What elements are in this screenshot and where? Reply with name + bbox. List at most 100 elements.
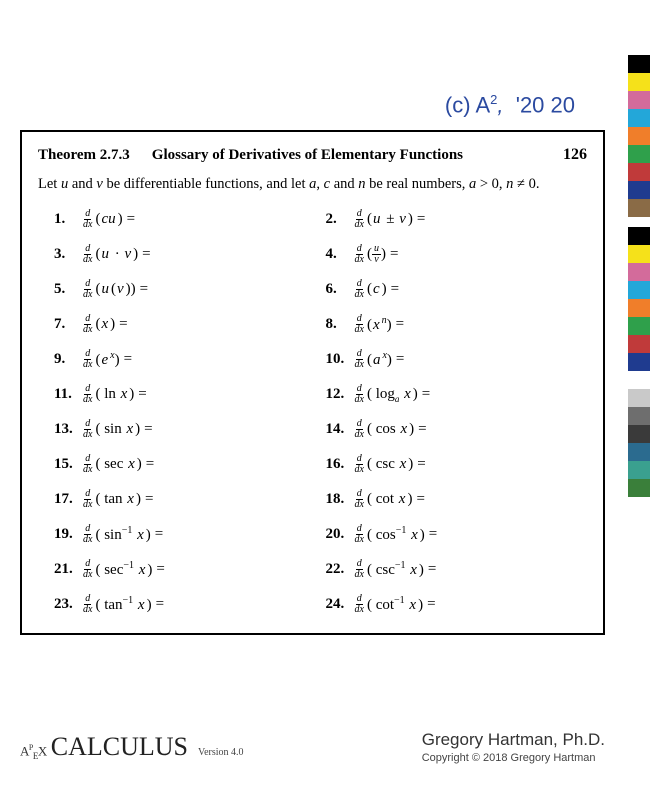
equals-sign: = xyxy=(156,561,164,578)
color-calibration-bar xyxy=(628,55,650,497)
color-swatch xyxy=(628,109,650,127)
theorem-title: Glossary of Derivatives of Elementary Fu… xyxy=(152,147,555,164)
ddx-icon: ddx xyxy=(354,419,365,440)
derivative-entry: 13.ddx( sin x) = xyxy=(54,419,316,440)
equals-sign: = xyxy=(391,281,399,298)
entry-argument: ( ln x) xyxy=(95,386,134,403)
entry-number: 20. xyxy=(326,526,352,543)
equals-sign: = xyxy=(140,281,148,298)
equals-sign: = xyxy=(138,386,146,403)
entry-argument: ( cot x) xyxy=(367,491,413,508)
color-swatch xyxy=(628,181,650,199)
derivative-entry: 11.ddx( ln x) = xyxy=(54,384,316,405)
ddx-icon: ddx xyxy=(354,244,365,265)
entry-argument: (c) xyxy=(367,281,387,298)
derivative-entry: 10.ddx(ax) = xyxy=(326,349,588,370)
equals-sign: = xyxy=(146,456,154,473)
ddx-icon: ddx xyxy=(354,489,365,510)
equals-sign: = xyxy=(119,316,127,333)
color-swatch xyxy=(628,55,650,73)
color-swatch xyxy=(628,281,650,299)
derivative-entry: 19.ddx( sin−1 x) = xyxy=(54,524,316,545)
ddx-icon: ddx xyxy=(82,209,93,230)
theorem-intro: Let u and v be differentiable functions,… xyxy=(38,174,587,195)
entry-argument: ( cos x) xyxy=(367,421,414,438)
entry-argument: (cu) xyxy=(95,211,122,228)
derivative-entry: 12.ddx( loga x) = xyxy=(326,384,588,405)
entry-number: 18. xyxy=(326,491,352,508)
equals-sign: = xyxy=(155,526,163,543)
color-swatch xyxy=(628,199,650,217)
ddx-icon: ddx xyxy=(354,594,365,615)
derivative-entry: 9.ddx(ex) = xyxy=(54,349,316,370)
ddx-icon: ddx xyxy=(354,384,365,405)
color-swatch xyxy=(628,91,650,109)
entry-argument: ( sin x) xyxy=(95,421,140,438)
derivative-entry: 16.ddx( csc x) = xyxy=(326,454,588,475)
entry-argument: (u ± v) xyxy=(367,211,413,228)
equals-sign: = xyxy=(428,561,436,578)
ddx-icon: ddx xyxy=(82,454,93,475)
entry-number: 12. xyxy=(326,386,352,403)
ddx-icon: ddx xyxy=(354,454,365,475)
color-swatch xyxy=(628,407,650,425)
equals-sign: = xyxy=(156,596,164,613)
equals-sign: = xyxy=(417,456,425,473)
derivative-entry: 5.ddx(u(v)) = xyxy=(54,279,316,300)
entry-argument: (x) xyxy=(95,316,115,333)
entry-number: 15. xyxy=(54,456,80,473)
ddx-icon: ddx xyxy=(354,349,365,370)
theorem-number: Theorem 2.7.3 xyxy=(38,147,130,164)
entry-number: 6. xyxy=(326,281,352,298)
entry-number: 8. xyxy=(326,316,352,333)
apex-prefix: APEX xyxy=(20,743,47,761)
color-swatch xyxy=(628,145,650,163)
entry-number: 9. xyxy=(54,351,80,368)
derivative-entry: 18.ddx( cot x) = xyxy=(326,489,588,510)
footer-right: Gregory Hartman, Ph.D. Copyright © 2018 … xyxy=(422,730,605,764)
entry-number: 16. xyxy=(326,456,352,473)
derivative-entry: 4.ddx(uv) = xyxy=(326,244,588,265)
header-copyright: (c) A2, '20 20 xyxy=(445,92,575,118)
ddx-icon: ddx xyxy=(82,349,93,370)
equals-sign: = xyxy=(417,211,425,228)
entry-number: 19. xyxy=(54,526,80,543)
page-number: 126 xyxy=(563,146,587,164)
entry-number: 22. xyxy=(326,561,352,578)
footer: APEX CALCULUS Version 4.0 Gregory Hartma… xyxy=(20,730,605,764)
color-swatch xyxy=(628,263,650,281)
ddx-icon: ddx xyxy=(82,419,93,440)
entry-argument: ( sec x) xyxy=(95,456,141,473)
footer-left: APEX CALCULUS Version 4.0 xyxy=(20,732,244,762)
color-swatch xyxy=(628,353,650,371)
entry-argument: (u(v)) xyxy=(95,281,135,298)
ddx-icon: ddx xyxy=(82,244,93,265)
entry-argument: ( tan x) xyxy=(95,491,141,508)
equals-sign: = xyxy=(416,491,424,508)
equals-sign: = xyxy=(390,246,398,263)
equals-sign: = xyxy=(429,526,437,543)
derivative-entry: 6.ddx(c) = xyxy=(326,279,588,300)
derivative-glossary: 1.ddx(cu) =2.ddx(u ± v) =3.ddx(u · v) =4… xyxy=(38,209,587,615)
entry-number: 3. xyxy=(54,246,80,263)
color-swatch xyxy=(628,425,650,443)
equals-sign: = xyxy=(418,421,426,438)
equals-sign: = xyxy=(422,386,430,403)
equals-sign: = xyxy=(396,351,404,368)
color-swatch xyxy=(628,299,650,317)
entry-number: 2. xyxy=(326,211,352,228)
ddx-icon: ddx xyxy=(82,314,93,335)
calculus-logo: CALCULUS xyxy=(51,732,188,762)
entry-number: 21. xyxy=(54,561,80,578)
derivative-entry: 1.ddx(cu) = xyxy=(54,209,316,230)
entry-number: 1. xyxy=(54,211,80,228)
color-swatch xyxy=(628,73,650,91)
version-label: Version 4.0 xyxy=(198,747,244,758)
color-swatch xyxy=(628,227,650,245)
entry-number: 10. xyxy=(326,351,352,368)
color-swatch xyxy=(628,163,650,181)
color-swatch xyxy=(628,317,650,335)
color-swatch xyxy=(628,479,650,497)
entry-argument: ( tan−1 x) xyxy=(95,595,151,614)
ddx-icon: ddx xyxy=(82,524,93,545)
